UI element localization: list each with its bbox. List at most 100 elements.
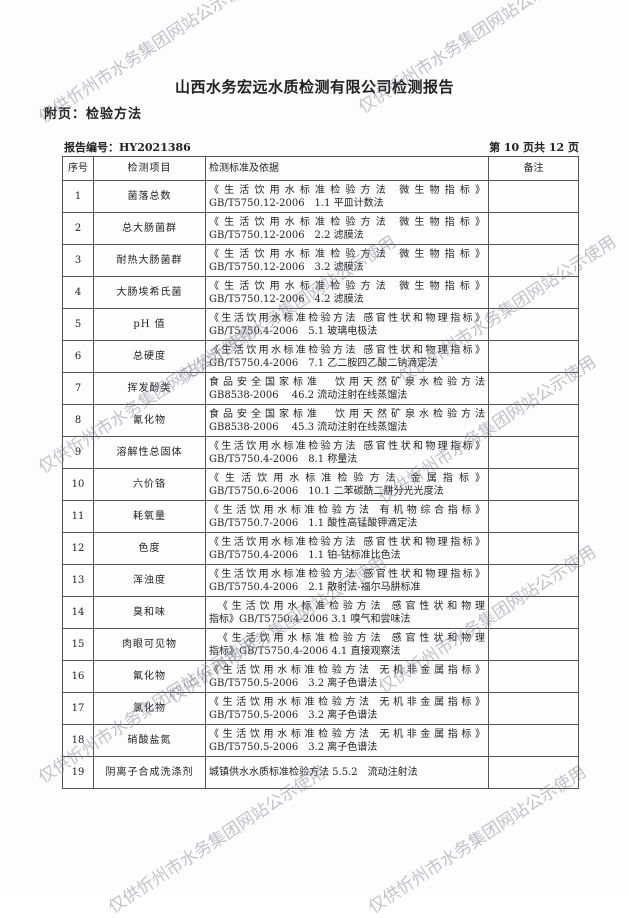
standard-line-1: 《生活饮用水标准检验方法 微生物指标》 <box>209 280 485 292</box>
standard-line-2: GB/T5750.12-2006 1.1 平皿计数法 <box>209 197 384 209</box>
standard-line-2: 指标》GB/T5750.4-2006 4.1 直接观察法 <box>209 645 401 657</box>
report-number: 报告编号：HY2021386 <box>64 141 191 154</box>
table-row: 13 浑浊度 《生活饮用水标准检验方法 感官性状和物理指标》 GB/T5750.4… <box>62 564 579 597</box>
row-standard: 《生活饮用水标准检验方法 微生物指标》 GB/T5750.12-2006 4.2 … <box>205 276 489 309</box>
row-standard: 《生活饮用水标准检验方法 感官性状和物理 指标》GB/T5750.4-2006 4… <box>205 628 489 661</box>
row-standard: 《生活饮用水标准检验方法 有机物综合指标》 GB/T5750.7-2006 1.1… <box>205 500 489 533</box>
row-no: 1 <box>62 180 94 213</box>
row-standard: 《生活饮用水标准检验方法 无机非金属指标》 GB/T5750.5-2006 3.2… <box>205 692 489 725</box>
row-item: 氰化物 <box>93 404 206 437</box>
row-item: 硝酸盐氮 <box>93 724 206 757</box>
standard-line-1: 《生活饮用水标准检验方法 微生物指标》 <box>209 184 485 196</box>
row-no: 2 <box>62 212 94 245</box>
row-no: 10 <box>62 468 94 501</box>
row-no: 19 <box>62 756 94 789</box>
table-row: 19 阴离子合成洗涤剂 城镇供水水质标准检验方法 5.5.2 流动注射法 <box>62 756 579 789</box>
standard-line-2: GB/T5750.12-2006 3.2 滤膜法 <box>209 261 364 273</box>
row-standard: 食品安全国家标准 饮用天然矿泉水检验方法 GB8538-2006 45.3 流动注… <box>205 404 489 437</box>
row-item: 耗氧量 <box>93 500 206 533</box>
row-note <box>488 692 579 725</box>
table-row: 11 耗氧量 《生活饮用水标准检验方法 有机物综合指标》 GB/T5750.7-2… <box>62 500 579 533</box>
table-row: 17 氯化物 《生活饮用水标准检验方法 无机非金属指标》 GB/T5750.5-2… <box>62 692 579 725</box>
row-standard: 《生活饮用水标准检验方法 无机非金属指标》 GB/T5750.5-2006 3.2… <box>205 660 489 693</box>
row-standard: 《生活饮用水标准检验方法 微生物指标》 GB/T5750.12-2006 3.2 … <box>205 244 489 277</box>
row-standard: 《生活饮用水标准检验方法 感官性状和物理指标》 GB/T5750.4-2006 1… <box>205 532 489 565</box>
standard-line-1: 《生活饮用水标准检验方法 无机非金属指标》 <box>209 728 485 740</box>
row-item: pH 值 <box>93 308 206 341</box>
report-page: 山西水务宏远水质检测有限公司检测报告 附页：检验方法 报告编号：HY202138… <box>35 0 620 918</box>
standard-line-2: GB/T5750.4-2006 1.1 铂-钴标准比色法 <box>209 549 401 561</box>
row-note <box>488 308 579 341</box>
standard-line-2: GB/T5750.4-2006 8.1 称量法 <box>209 453 358 465</box>
standard-line-2: GB/T5750.7-2006 1.1 酸性高锰酸钾滴定法 <box>209 517 418 529</box>
standard-line-2: GB/T5750.12-2006 2.2 滤膜法 <box>209 229 364 241</box>
row-note <box>488 340 579 373</box>
standard-line-1: 食品安全国家标准 饮用天然矿泉水检验方法 <box>209 376 485 388</box>
standard-line-2: GB/T5750.5-2006 3.2 离子色谱法 <box>209 741 378 753</box>
row-item: 挥发酚类 <box>93 372 206 405</box>
table-row: 10 六价铬 《生活饮用水标准检验方法 金属指标》 GB/T5750.6-2006… <box>62 468 579 501</box>
row-no: 4 <box>62 276 94 309</box>
standard-line-1: 《生活饮用水标准检验方法 感官性状和物理指标》 <box>209 344 485 356</box>
row-note <box>488 596 579 629</box>
table-row: 8 氰化物 食品安全国家标准 饮用天然矿泉水检验方法 GB8538-2006 45… <box>62 404 579 437</box>
standard-line-1: 《生活饮用水标准检验方法 金属指标》 <box>209 472 485 484</box>
row-note <box>488 532 579 565</box>
standard-line-1: 《生活饮用水标准检验方法 有机物综合指标》 <box>209 504 485 516</box>
standard-line-2: GB/T5750.12-2006 4.2 滤膜法 <box>209 293 364 305</box>
row-no: 12 <box>62 532 94 565</box>
row-no: 17 <box>62 692 94 725</box>
row-note <box>488 180 579 213</box>
row-note <box>488 404 579 437</box>
standard-line-1: 《生活饮用水标准检验方法 微生物指标》 <box>209 248 485 260</box>
row-no: 16 <box>62 660 94 693</box>
table-row: 18 硝酸盐氮 《生活饮用水标准检验方法 无机非金属指标》 GB/T5750.5-… <box>62 724 579 757</box>
standard-line-1: 《生活饮用水标准检验方法 感官性状和物理指标》 <box>209 568 485 580</box>
row-note <box>488 436 579 469</box>
methods-table: 序号 检测项目 检测标准及依据 备注 1 菌落总数 《生活饮用水标准检验方法 微… <box>62 156 579 789</box>
table-row: 14 臭和味 《生活饮用水标准检验方法 感官性状和物理 指标》GB/T5750.4… <box>62 596 579 629</box>
standard-line-1: 食品安全国家标准 饮用天然矿泉水检验方法 <box>209 408 485 420</box>
row-item: 臭和味 <box>93 596 206 629</box>
row-no: 13 <box>62 564 94 597</box>
row-note <box>488 628 579 661</box>
table-row: 15 肉眼可见物 《生活饮用水标准检验方法 感官性状和物理 指标》GB/T5750… <box>62 628 579 661</box>
watermark: 仅供忻州市水务集团网站公示使用 <box>355 0 580 118</box>
table-row: 2 总大肠菌群 《生活饮用水标准检验方法 微生物指标》 GB/T5750.12-2… <box>62 212 579 245</box>
section-title: 附页：检验方法 <box>44 107 143 122</box>
row-note <box>488 564 579 597</box>
standard-line-2: GB8538-2006 46.2 流动注射在线蒸馏法 <box>209 389 408 401</box>
col-header-note: 备注 <box>488 156 579 181</box>
standard-line-1: 《生活饮用水标准检验方法 无机非金属指标》 <box>209 696 485 708</box>
row-no: 9 <box>62 436 94 469</box>
standard-line-1: 《生活饮用水标准检验方法 微生物指标》 <box>209 216 485 228</box>
row-standard: 《生活饮用水标准检验方法 金属指标》 GB/T5750.6-2006 10.1 二… <box>205 468 489 501</box>
row-note <box>488 276 579 309</box>
row-no: 5 <box>62 308 94 341</box>
row-item: 肉眼可见物 <box>93 628 206 661</box>
page-info: 第 10 页共 12 页 <box>489 141 579 154</box>
table-row: 12 色度 《生活饮用水标准检验方法 感官性状和物理指标》 GB/T5750.4-… <box>62 532 579 565</box>
row-no: 8 <box>62 404 94 437</box>
standard-line-1: 城镇供水水质标准检验方法 5.5.2 流动注射法 <box>209 767 418 778</box>
row-standard: 《生活饮用水标准检验方法 无机非金属指标》 GB/T5750.5-2006 3.2… <box>205 724 489 757</box>
standard-line-2: GB/T5750.4-2006 7.1 乙二胺四乙酸二钠滴定法 <box>209 357 438 369</box>
standard-line-2: GB/T5750.6-2006 10.1 二苯碳酰二肼分光光度法 <box>209 485 444 497</box>
row-item: 总大肠菌群 <box>93 212 206 245</box>
row-no: 3 <box>62 244 94 277</box>
row-item: 阴离子合成洗涤剂 <box>93 756 206 789</box>
col-header-item: 检测项目 <box>93 156 206 181</box>
row-no: 11 <box>62 500 94 533</box>
table-row: 5 pH 值 《生活饮用水标准检验方法 感官性状和物理指标》 GB/T5750.4… <box>62 308 579 341</box>
row-item: 溶解性总固体 <box>93 436 206 469</box>
row-item: 氟化物 <box>93 660 206 693</box>
row-no: 14 <box>62 596 94 629</box>
row-standard: 《生活饮用水标准检验方法 微生物指标》 GB/T5750.12-2006 1.1 … <box>205 180 489 213</box>
page-title: 山西水务宏远水质检测有限公司检测报告 <box>174 78 454 96</box>
row-no: 18 <box>62 724 94 757</box>
row-item: 总硬度 <box>93 340 206 373</box>
standard-line-1: 《生活饮用水标准检验方法 感官性状和物理指标》 <box>209 440 485 452</box>
row-standard: 《生活饮用水标准检验方法 感官性状和物理指标》 GB/T5750.4-2006 7… <box>205 340 489 373</box>
row-item: 氯化物 <box>93 692 206 725</box>
standard-line-1: 《生活饮用水标准检验方法 感官性状和物理 <box>209 632 485 644</box>
